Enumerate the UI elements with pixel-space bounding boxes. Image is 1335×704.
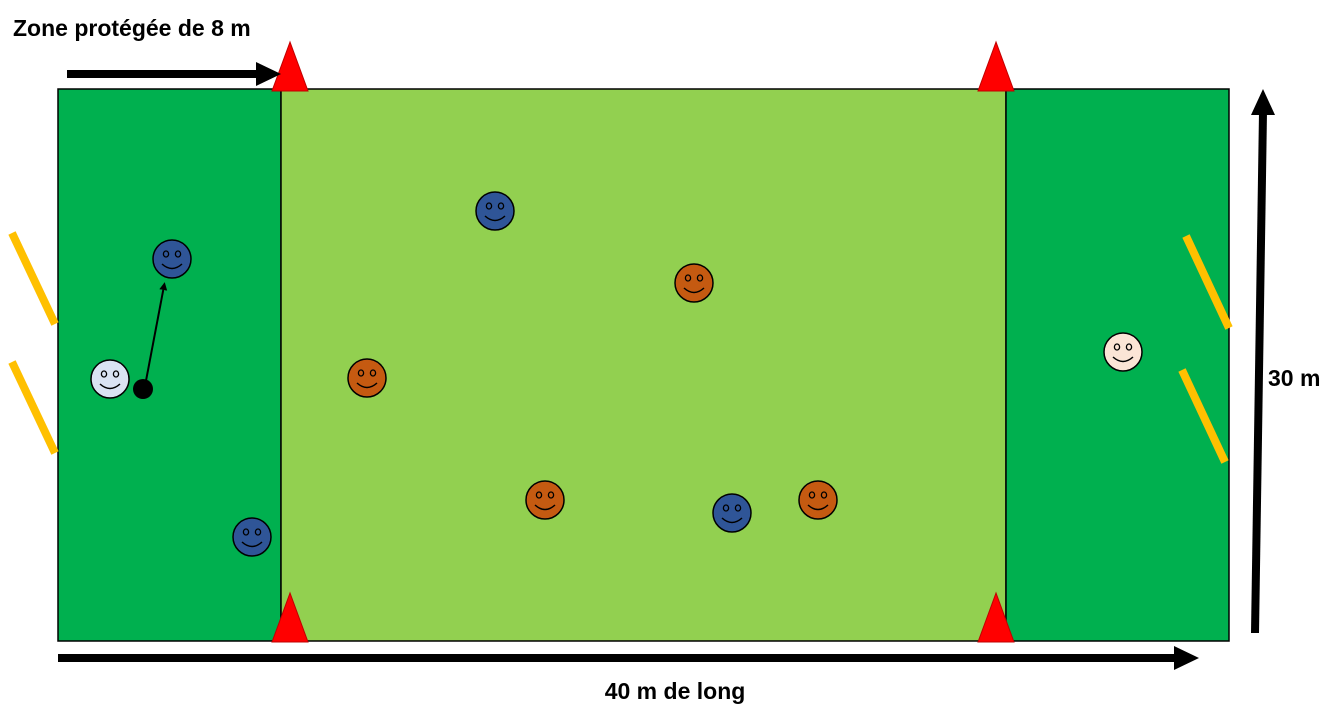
cone-bottom-left [271,591,309,643]
mouth [161,263,183,270]
left-end-zone [57,88,282,642]
players-layer [90,191,1143,557]
mouth [241,541,263,548]
left-eye [485,202,493,210]
right-eye [734,504,742,512]
player-face [525,480,565,520]
player-face [674,263,714,303]
mouth [807,504,829,511]
mouth [534,504,556,511]
mouth [484,215,506,222]
player-orange-1 [347,358,387,398]
center-zone [280,88,1007,642]
width-label: 30 m [1268,365,1320,391]
mouth [1112,356,1134,363]
right-eye [497,202,505,210]
player-blue-center-1 [475,191,515,231]
goal-post-right-upper [1182,234,1233,330]
player-orange-3 [525,480,565,520]
player-orange-2 [674,263,714,303]
player-blue-center-2 [712,493,752,533]
right-eye [369,369,377,377]
cone-top-left [271,40,309,92]
right-eye [547,491,555,499]
player-face [798,480,838,520]
left-eye [162,250,170,258]
left-eye [535,491,543,499]
mouth [356,382,378,389]
goal-post-right-lower [1178,368,1229,464]
right-eye [820,491,828,499]
player-face [347,358,387,398]
cone-top-right [977,40,1015,92]
player-light-blue [90,359,130,399]
width-arrow [1251,111,1267,634]
pass-arrow [144,282,168,387]
left-eye [1113,343,1121,351]
mouth [683,287,705,294]
mouth [99,383,121,390]
right-eye [112,370,120,378]
player-face [712,493,752,533]
protected-zone-label: Zone protégée de 8 m [13,15,251,41]
left-eye [684,274,692,282]
player-orange-4 [798,480,838,520]
cone-bottom-right [977,591,1015,643]
player-face [475,191,515,231]
right-eye [696,274,704,282]
protected-zone-arrowhead [256,62,281,86]
goal-post-left-lower [8,360,59,455]
length-label: 40 m de long [605,678,746,704]
left-eye [100,370,108,378]
length-arrowhead [1174,646,1199,670]
right-eye [1125,343,1133,351]
player-blue-left-1 [152,239,192,279]
player-face [1103,332,1143,372]
player-face [90,359,130,399]
left-eye [357,369,365,377]
player-blue-left-2 [232,517,272,557]
player-face [232,517,272,557]
mouth [721,517,743,524]
left-eye [242,528,250,536]
left-eye [808,491,816,499]
left-eye [722,504,730,512]
goal-post-left-upper [8,231,59,326]
width-arrowhead [1251,89,1275,115]
right-eye [174,250,182,258]
player-face [152,239,192,279]
ball [133,379,153,399]
player-peach [1103,332,1143,372]
right-eye [254,528,262,536]
